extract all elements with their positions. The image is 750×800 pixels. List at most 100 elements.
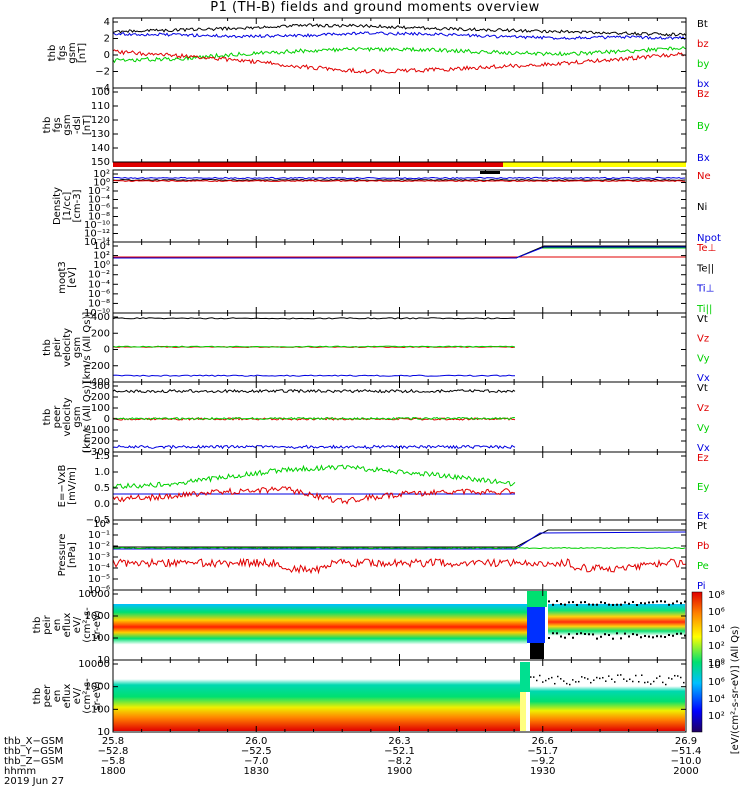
fgs-dsl-ytick-label: 150 bbox=[91, 157, 110, 168]
peir-vel-ylabel: thb bbox=[42, 339, 53, 356]
peer-spectrogram-speck bbox=[638, 680, 640, 683]
density-ytick-label: 10⁻⁴ bbox=[88, 195, 110, 206]
peer-spectrogram-speck bbox=[611, 678, 613, 680]
peir-spectrogram-speck bbox=[656, 635, 658, 638]
fgs-legend-2: by bbox=[697, 59, 709, 70]
peir-vel-legend-1: Vz bbox=[697, 334, 709, 345]
peer-spec-ytick-label: 1000 bbox=[85, 682, 110, 693]
peer-spectrogram-speck bbox=[557, 675, 559, 678]
fgs-dsl-legend-0: Bz bbox=[697, 89, 709, 100]
peir-spectrogram-speck bbox=[552, 603, 554, 606]
peir-vel-legend-0: Vt bbox=[697, 314, 708, 325]
peir-spectrogram-speck bbox=[644, 634, 646, 637]
peir-spectrogram-speck bbox=[616, 632, 618, 635]
temp-ylabel: moqt3 bbox=[57, 261, 68, 294]
peir-spectrogram-speck bbox=[612, 603, 614, 606]
fgs-bx-series bbox=[112, 31, 687, 40]
peer-spectrogram-speck bbox=[560, 678, 562, 680]
pressure-ytick-label: 10⁻⁴ bbox=[88, 563, 110, 574]
peer-spectrogram-speck bbox=[617, 674, 619, 676]
peer-vel-ylabel: gsm bbox=[72, 406, 83, 427]
bottom-value-0-2: −5.8 bbox=[101, 756, 125, 767]
peir-spectrogram-speck bbox=[672, 634, 674, 637]
peer-vel-legend-3: Vx bbox=[697, 443, 710, 454]
fgs-dsl-ylabel: [nT] bbox=[82, 115, 93, 135]
peir-spectrogram-speck bbox=[652, 636, 654, 639]
peir-spectrogram-speck bbox=[564, 636, 566, 639]
peer-spectrogram-speck bbox=[536, 679, 538, 682]
peir-spectrogram-speck bbox=[636, 633, 638, 636]
density-ni-series bbox=[112, 178, 686, 182]
pressure-ylabel: [nPa] bbox=[67, 542, 78, 568]
peer-spec-ylabel: sr-eV) bbox=[92, 681, 103, 710]
peer-vel-ytick-label: −300 bbox=[83, 447, 110, 458]
density-ytick-label: 10⁻⁶ bbox=[88, 203, 110, 214]
peer-vx-series bbox=[112, 444, 516, 450]
peir-spectrogram-speck bbox=[588, 603, 590, 606]
peir-spectrogram-speck bbox=[684, 634, 686, 637]
peer-spectrogram-speck bbox=[554, 682, 556, 685]
peir-spectrogram-speck bbox=[660, 635, 662, 638]
peir-spectrogram-speck bbox=[600, 601, 602, 604]
peer-spectrogram-speck bbox=[569, 683, 571, 686]
peir-vt-series bbox=[112, 317, 516, 320]
peer-vel-legend-0: Vt bbox=[697, 383, 708, 394]
temp-ytick-label: 10⁻¹⁰ bbox=[84, 308, 110, 319]
colorbar-tick-label: 10² bbox=[708, 711, 725, 722]
peer-spectrogram-speck bbox=[575, 681, 577, 683]
peir-spectrogram-speck bbox=[668, 634, 670, 637]
efield-axes-box bbox=[112, 451, 687, 521]
pressure-ytick-label: 10⁻³ bbox=[88, 552, 110, 563]
peir-vel-legend-2: Vy bbox=[697, 353, 710, 364]
peir-spectrogram-speck bbox=[560, 603, 562, 606]
peer-spectrogram-speck bbox=[548, 677, 550, 680]
bottom-value-2-1: −52.1 bbox=[384, 746, 415, 757]
peir-spectrogram-speck bbox=[596, 603, 598, 606]
peer-spectrogram-speck bbox=[572, 679, 574, 681]
density-ylabel: [cm-3] bbox=[72, 189, 83, 222]
peir-spectrogram-speck bbox=[612, 637, 614, 640]
fgs-ytick-label: 4 bbox=[104, 17, 110, 28]
peir-spec-ylabel: peir bbox=[42, 614, 53, 634]
peir-spectrogram-speck bbox=[648, 635, 650, 638]
peer-spectrogram-speck bbox=[542, 681, 544, 683]
peir-spectrogram-speck bbox=[684, 600, 686, 603]
peer-spectrogram-speck bbox=[563, 680, 565, 682]
temp-ylabel: [eV] bbox=[67, 267, 78, 288]
peer-vel-legend-1: Vz bbox=[697, 403, 709, 414]
density-ytick-label: 10⁻² bbox=[88, 186, 110, 197]
peer-spectrogram-speck bbox=[530, 676, 532, 678]
density-legend-2: Npot bbox=[697, 233, 721, 244]
peir-spectrogram-speck bbox=[660, 600, 662, 603]
temp-legend-3: Ti|| bbox=[696, 304, 712, 315]
bottom-value-0-3: 1800 bbox=[100, 766, 125, 777]
peer-spec-ytick-label: 10000 bbox=[78, 659, 110, 670]
density-ne-series bbox=[112, 179, 686, 183]
peir-spectrogram-speck bbox=[616, 603, 618, 606]
peir-vel-ylabel: peir bbox=[52, 337, 63, 357]
temp-ytick-label: 10⁻⁶ bbox=[88, 289, 110, 300]
temp-legend-0: Te⊥ bbox=[696, 243, 716, 254]
peer-spec-ylabel: eflux bbox=[62, 684, 73, 709]
peer-spectrogram-speck bbox=[590, 681, 592, 684]
efield-legend-0: Ez bbox=[697, 453, 709, 464]
peir-spec-ylabel: eflux bbox=[62, 613, 73, 638]
peir-vel-ytick-label: −400 bbox=[83, 377, 110, 388]
peir-spectrogram-speck bbox=[560, 635, 562, 638]
peer-spectrogram-speck bbox=[677, 675, 679, 677]
peir-spectrogram-speck bbox=[584, 601, 586, 604]
bottom-row-label: thb_Y−GSM bbox=[4, 746, 63, 757]
peer-spectrogram-speck bbox=[635, 674, 637, 677]
peir-vel-ylabel: [km/s (All Qs)] bbox=[82, 312, 93, 384]
peir-spectrogram-speck bbox=[604, 633, 606, 636]
peer-spectrogram-speck bbox=[665, 683, 667, 686]
pressure-legend-0: Pt bbox=[697, 521, 707, 532]
fgs-dsl-legend-1: By bbox=[697, 121, 710, 132]
peir-spectrogram-speck bbox=[640, 602, 642, 605]
peir-spec-ytick-label: 1000 bbox=[85, 611, 110, 622]
pressure-legend-1: Pb bbox=[697, 541, 709, 552]
peir-spectrogram-speck bbox=[620, 603, 622, 606]
efield-ytick-label: 0.0 bbox=[94, 499, 110, 510]
colorbar-label: [eV/(cm²-s-sr-eV)] (All Qs) bbox=[730, 626, 741, 755]
peir-spectrogram-speck bbox=[676, 600, 678, 603]
